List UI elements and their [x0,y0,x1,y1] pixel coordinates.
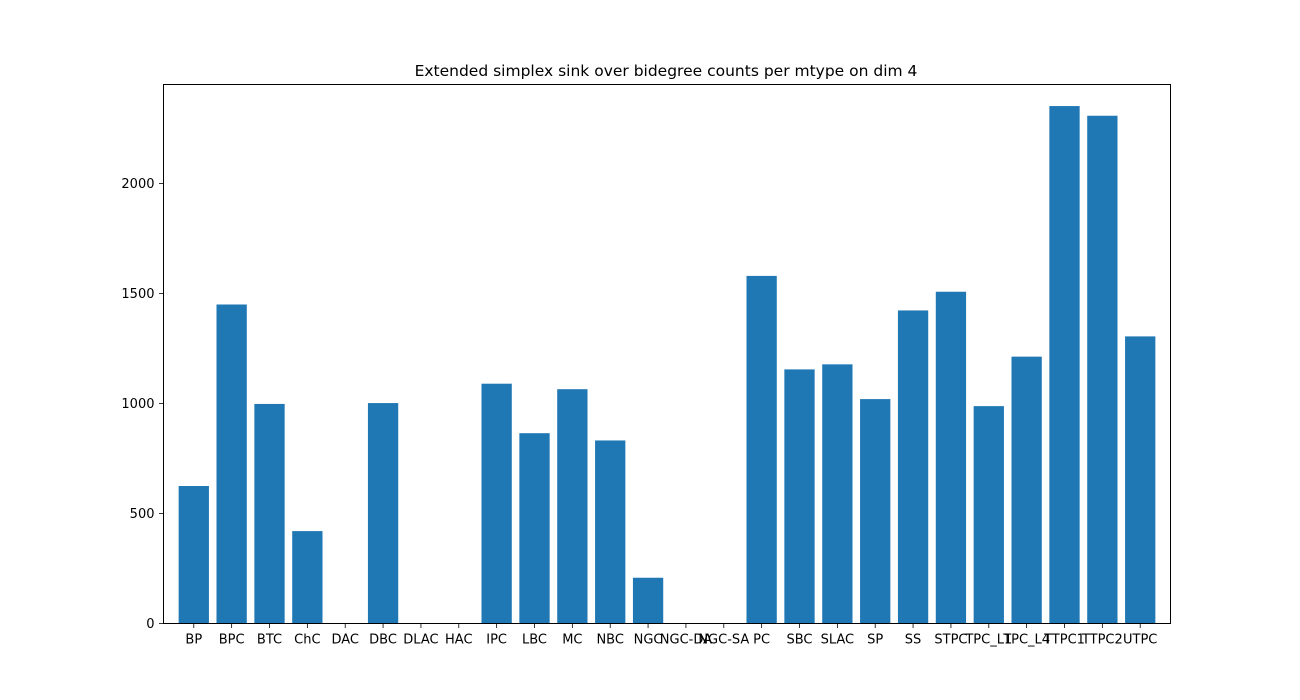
bar-pc [746,275,777,624]
x-tick-label: SBC [786,633,812,648]
bars-group [178,106,1156,624]
x-tick-label: BTC [257,633,282,648]
x-tick-label: DBC [369,633,397,648]
bar-mc [557,389,588,624]
bar-bpc [216,304,247,624]
bar-chc [292,531,323,624]
bar-utpc [1125,336,1156,624]
bar-tpc-l4 [1011,356,1042,624]
x-tick-label: UTPC [1123,633,1157,648]
bar-ttpc1 [1049,106,1080,624]
y-tick-label: 2000 [121,177,154,192]
x-tick-label: MC [562,633,582,648]
chart-title: Extended simplex sink over bidegree coun… [415,62,918,80]
bar-tpc-l1 [973,406,1004,624]
bar-ttpc2 [1087,115,1118,624]
x-tick-label: SP [867,633,883,648]
bar-sbc [784,369,815,624]
x-tick-label: DLAC [403,633,438,648]
x-tick-label: IPC [486,633,507,648]
bar-ipc [481,383,512,624]
bar-slac [822,364,853,624]
bar-nbc [595,440,626,624]
x-tick-label: BPC [219,633,245,648]
bar-btc [254,403,285,624]
x-tick-label: TTPC1 [1043,633,1085,648]
x-axis: BP BPC BTC ChC DAC DBC DLAC HAC IPC LBC MC NBC NGCNG… [185,623,1157,648]
plot-frame [163,84,1171,624]
x-tick-label: TTPC2 [1081,633,1123,648]
x-tick-label: TPC_L1 [964,633,1012,648]
x-tick-label: SLAC [821,633,855,648]
y-tick-label: 1000 [121,397,154,412]
y-tick-label: 0 [146,617,154,632]
y-tick-label: 1500 [121,287,154,302]
x-tick-label: NGC [634,633,663,648]
x-tick-label: NGC-DA [660,633,712,648]
bar-ss [897,310,929,624]
y-axis: 0 500 1000 1500 2000 [121,177,164,632]
bar-bp [178,486,209,624]
x-tick-label: TPC_L4 [1002,633,1050,648]
x-tick-label: NBC [596,633,624,648]
x-tick-label: DAC [331,633,359,648]
x-tick-label: BP [185,633,202,648]
x-tick-label: STPC [934,633,967,648]
x-tick-label: NGC-SA [698,633,749,648]
bar-stpc [935,291,967,624]
y-tick-label: 500 [130,507,155,522]
x-tick-label: PC [753,633,770,648]
bar-ngc [632,577,664,624]
x-tick-label: LBC [522,633,547,648]
x-tick-label: ChC [294,633,320,648]
bar-dbc [367,403,399,624]
x-tick-label: HAC [445,633,473,648]
bar-sp [860,399,891,624]
x-tick-label: SS [905,633,922,648]
bar-lbc [519,433,550,624]
